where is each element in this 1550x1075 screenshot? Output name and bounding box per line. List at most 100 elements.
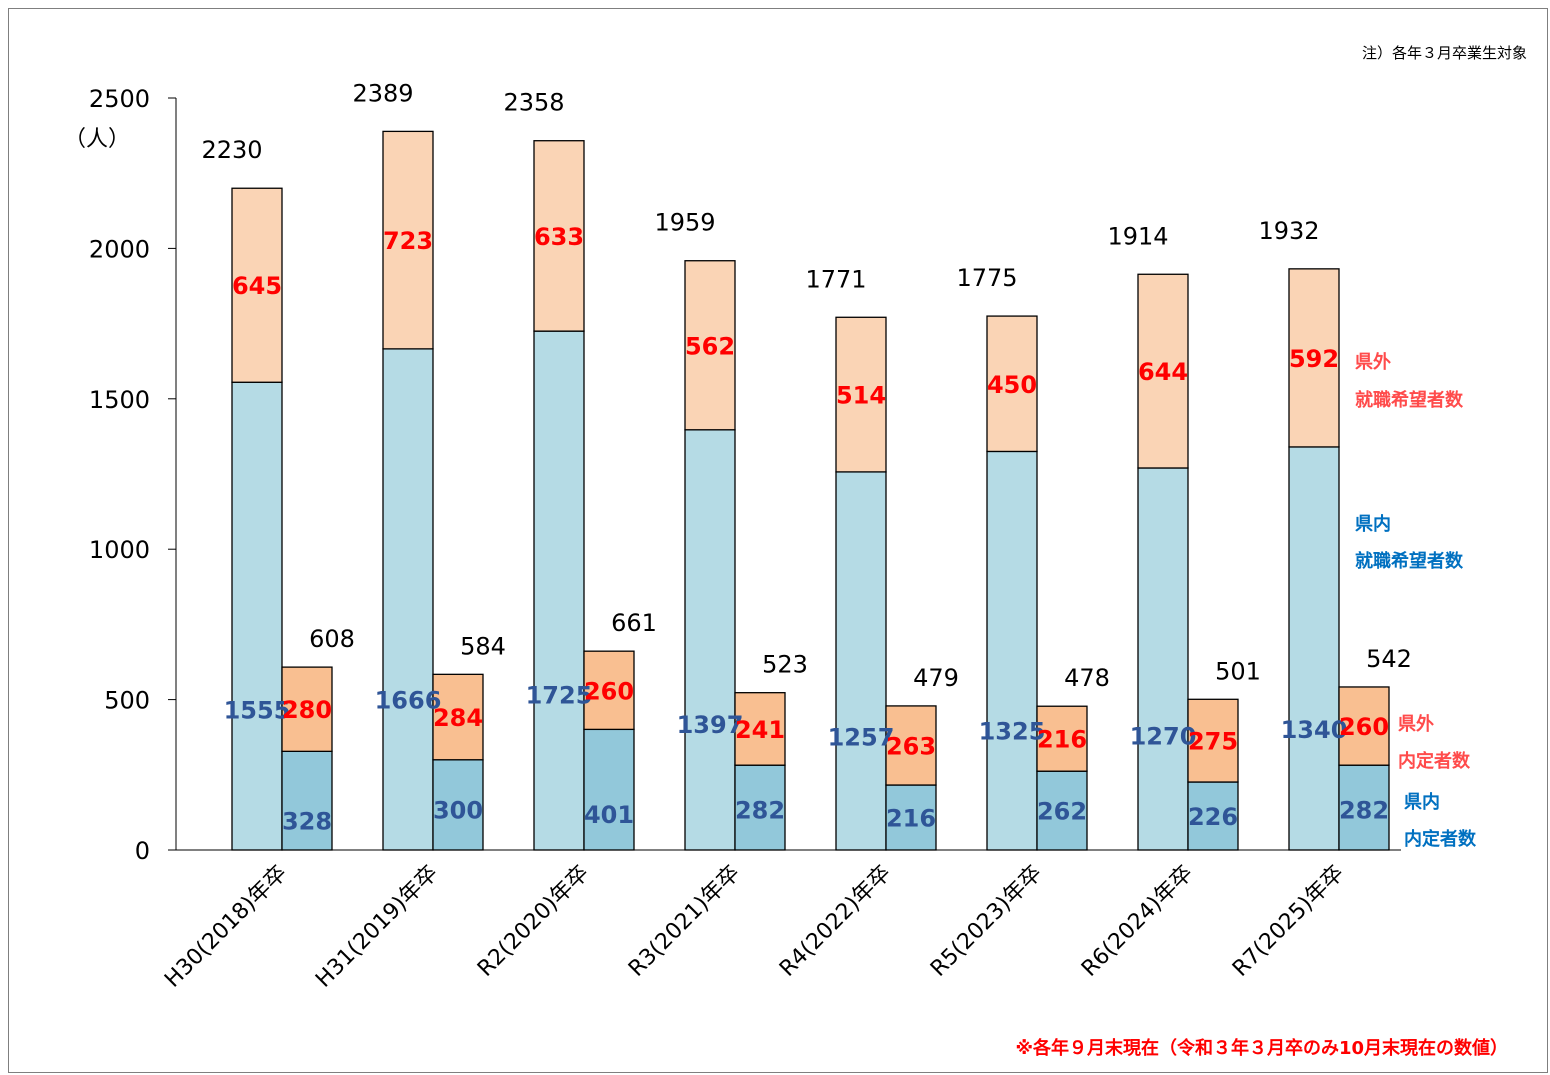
bar-segment bbox=[583, 728, 635, 851]
total-value-label: 478 bbox=[1064, 664, 1110, 692]
total-value-label: 2230 bbox=[201, 136, 262, 164]
bar-segment bbox=[382, 348, 434, 851]
bar-segment bbox=[734, 692, 786, 766]
segment-value-label: 284 bbox=[433, 704, 483, 732]
y-tick-label: 2500 bbox=[89, 85, 150, 113]
category-label: R4(2022)年卒 bbox=[775, 861, 896, 982]
bar-segment bbox=[885, 705, 937, 786]
bar-segment bbox=[432, 673, 484, 761]
segment-value-label: 1666 bbox=[375, 687, 442, 715]
segment-value-label: 1725 bbox=[526, 681, 593, 709]
legend-naitei-in-line2: 内定者数 bbox=[1404, 828, 1477, 850]
bar-segment bbox=[684, 260, 736, 431]
y-tick-label: 0 bbox=[135, 837, 150, 865]
total-value-label: 479 bbox=[913, 664, 959, 692]
category-label: H31(2019)年卒 bbox=[311, 861, 443, 993]
segment-value-label: 262 bbox=[1037, 798, 1087, 826]
bar-segment bbox=[1288, 268, 1340, 448]
segment-value-label: 282 bbox=[735, 796, 785, 824]
bar-segment bbox=[986, 315, 1038, 453]
segment-value-label: 633 bbox=[534, 223, 584, 251]
segment-value-label: 723 bbox=[383, 227, 433, 255]
segment-value-label: 1270 bbox=[1130, 722, 1197, 750]
y-tick-label: 1500 bbox=[89, 386, 150, 414]
segment-value-label: 275 bbox=[1188, 728, 1238, 756]
segment-value-label: 1257 bbox=[828, 724, 895, 752]
bar-segment bbox=[533, 330, 585, 851]
total-value-label: 1959 bbox=[654, 209, 715, 237]
category-label: R2(2020)年卒 bbox=[473, 861, 594, 982]
bar-segment bbox=[1036, 770, 1088, 851]
segment-value-label: 1325 bbox=[979, 717, 1046, 745]
total-value-label: 542 bbox=[1366, 645, 1412, 673]
y-tick-label: 500 bbox=[104, 687, 150, 715]
y-tick-label: 1000 bbox=[89, 536, 150, 564]
total-value-label: 1914 bbox=[1107, 222, 1168, 250]
segment-value-label: 592 bbox=[1289, 345, 1339, 373]
note-top: 注）各年３月卒業生対象 bbox=[1362, 44, 1527, 62]
total-value-label: 584 bbox=[460, 632, 506, 660]
segment-value-label: 401 bbox=[584, 801, 634, 829]
legend: 県外 就職希望者数 県内 就職希望者数 県外 内定者数 県内 内定者数 bbox=[1355, 351, 1477, 850]
bar-segment bbox=[1036, 705, 1088, 772]
bar-segment bbox=[281, 750, 333, 851]
segment-value-label: 216 bbox=[1037, 726, 1087, 754]
bar-segment bbox=[281, 666, 333, 752]
bar-segment bbox=[835, 316, 887, 473]
category-label: R3(2021)年卒 bbox=[624, 861, 745, 982]
segment-value-label: 1397 bbox=[677, 711, 744, 739]
y-unit-label: （人） bbox=[64, 127, 130, 152]
category-label: R7(2025)年卒 bbox=[1228, 861, 1349, 982]
segment-value-label: 562 bbox=[685, 332, 735, 360]
total-value-label: 523 bbox=[762, 651, 808, 679]
segment-value-label: 260 bbox=[1339, 713, 1389, 741]
category-label: R5(2023)年卒 bbox=[926, 861, 1047, 982]
segment-value-label: 260 bbox=[584, 677, 634, 705]
legend-kibou-out-line2: 就職希望者数 bbox=[1355, 389, 1464, 411]
bar-segment bbox=[1137, 273, 1189, 469]
bar-segment bbox=[231, 381, 283, 851]
segment-value-label: 241 bbox=[735, 716, 785, 744]
bar-segment bbox=[432, 759, 484, 851]
bar-segment bbox=[583, 650, 635, 731]
bar-segment bbox=[986, 450, 1038, 851]
bar-segment bbox=[231, 187, 283, 383]
legend-kibou-in-line1: 県内 bbox=[1355, 513, 1391, 535]
bar-segment bbox=[533, 140, 585, 332]
total-value-label: 1771 bbox=[805, 265, 866, 293]
total-value-label: 2358 bbox=[503, 89, 564, 117]
legend-naitei-out-line1: 県外 bbox=[1398, 713, 1434, 735]
segment-value-label: 644 bbox=[1138, 358, 1188, 386]
bar-segment bbox=[1187, 698, 1239, 783]
segment-value-label: 1340 bbox=[1281, 716, 1348, 744]
legend-kibou-out-line1: 県外 bbox=[1355, 351, 1391, 373]
legend-naitei-out-line2: 内定者数 bbox=[1398, 750, 1471, 772]
total-value-label: 661 bbox=[611, 609, 657, 637]
total-value-label: 1775 bbox=[956, 264, 1017, 292]
category-labels: H30(2018)年卒 H31(2019)年卒 R2(2020)年卒 R3(2021)… bbox=[160, 861, 1349, 993]
y-tick-label: 2000 bbox=[89, 235, 150, 263]
segment-value-label: 263 bbox=[886, 732, 936, 760]
bar-segment bbox=[1187, 781, 1239, 851]
segment-value-label: 216 bbox=[886, 805, 936, 833]
bar-segment bbox=[1137, 467, 1189, 851]
bar-segment bbox=[1338, 686, 1390, 766]
total-value-label: 608 bbox=[309, 625, 355, 653]
note-bottom: ※各年９月末現在（令和３年３月卒のみ10月末現在の数値） bbox=[1015, 1037, 1508, 1059]
segment-value-label: 226 bbox=[1188, 803, 1238, 831]
category-label: R6(2024)年卒 bbox=[1077, 861, 1198, 982]
legend-kibou-in-line2: 就職希望者数 bbox=[1355, 550, 1464, 572]
bar-segment bbox=[382, 130, 434, 350]
segment-value-label: 300 bbox=[433, 796, 483, 824]
bar-layer bbox=[231, 130, 1390, 851]
total-value-label: 2389 bbox=[352, 79, 413, 107]
bar-segment bbox=[1288, 446, 1340, 851]
legend-naitei-in-line1: 県内 bbox=[1404, 791, 1440, 813]
label-layer: 1555 645 2230 328 280 608 1666 723 2389 300 284 584… bbox=[201, 79, 1411, 835]
segment-value-label: 328 bbox=[282, 807, 332, 835]
axis-layer: 0 500 1000 1500 2000 2500 bbox=[89, 85, 1401, 865]
bar-segment bbox=[835, 471, 887, 851]
bar-segment bbox=[1338, 764, 1390, 851]
segment-value-label: 645 bbox=[232, 272, 282, 300]
